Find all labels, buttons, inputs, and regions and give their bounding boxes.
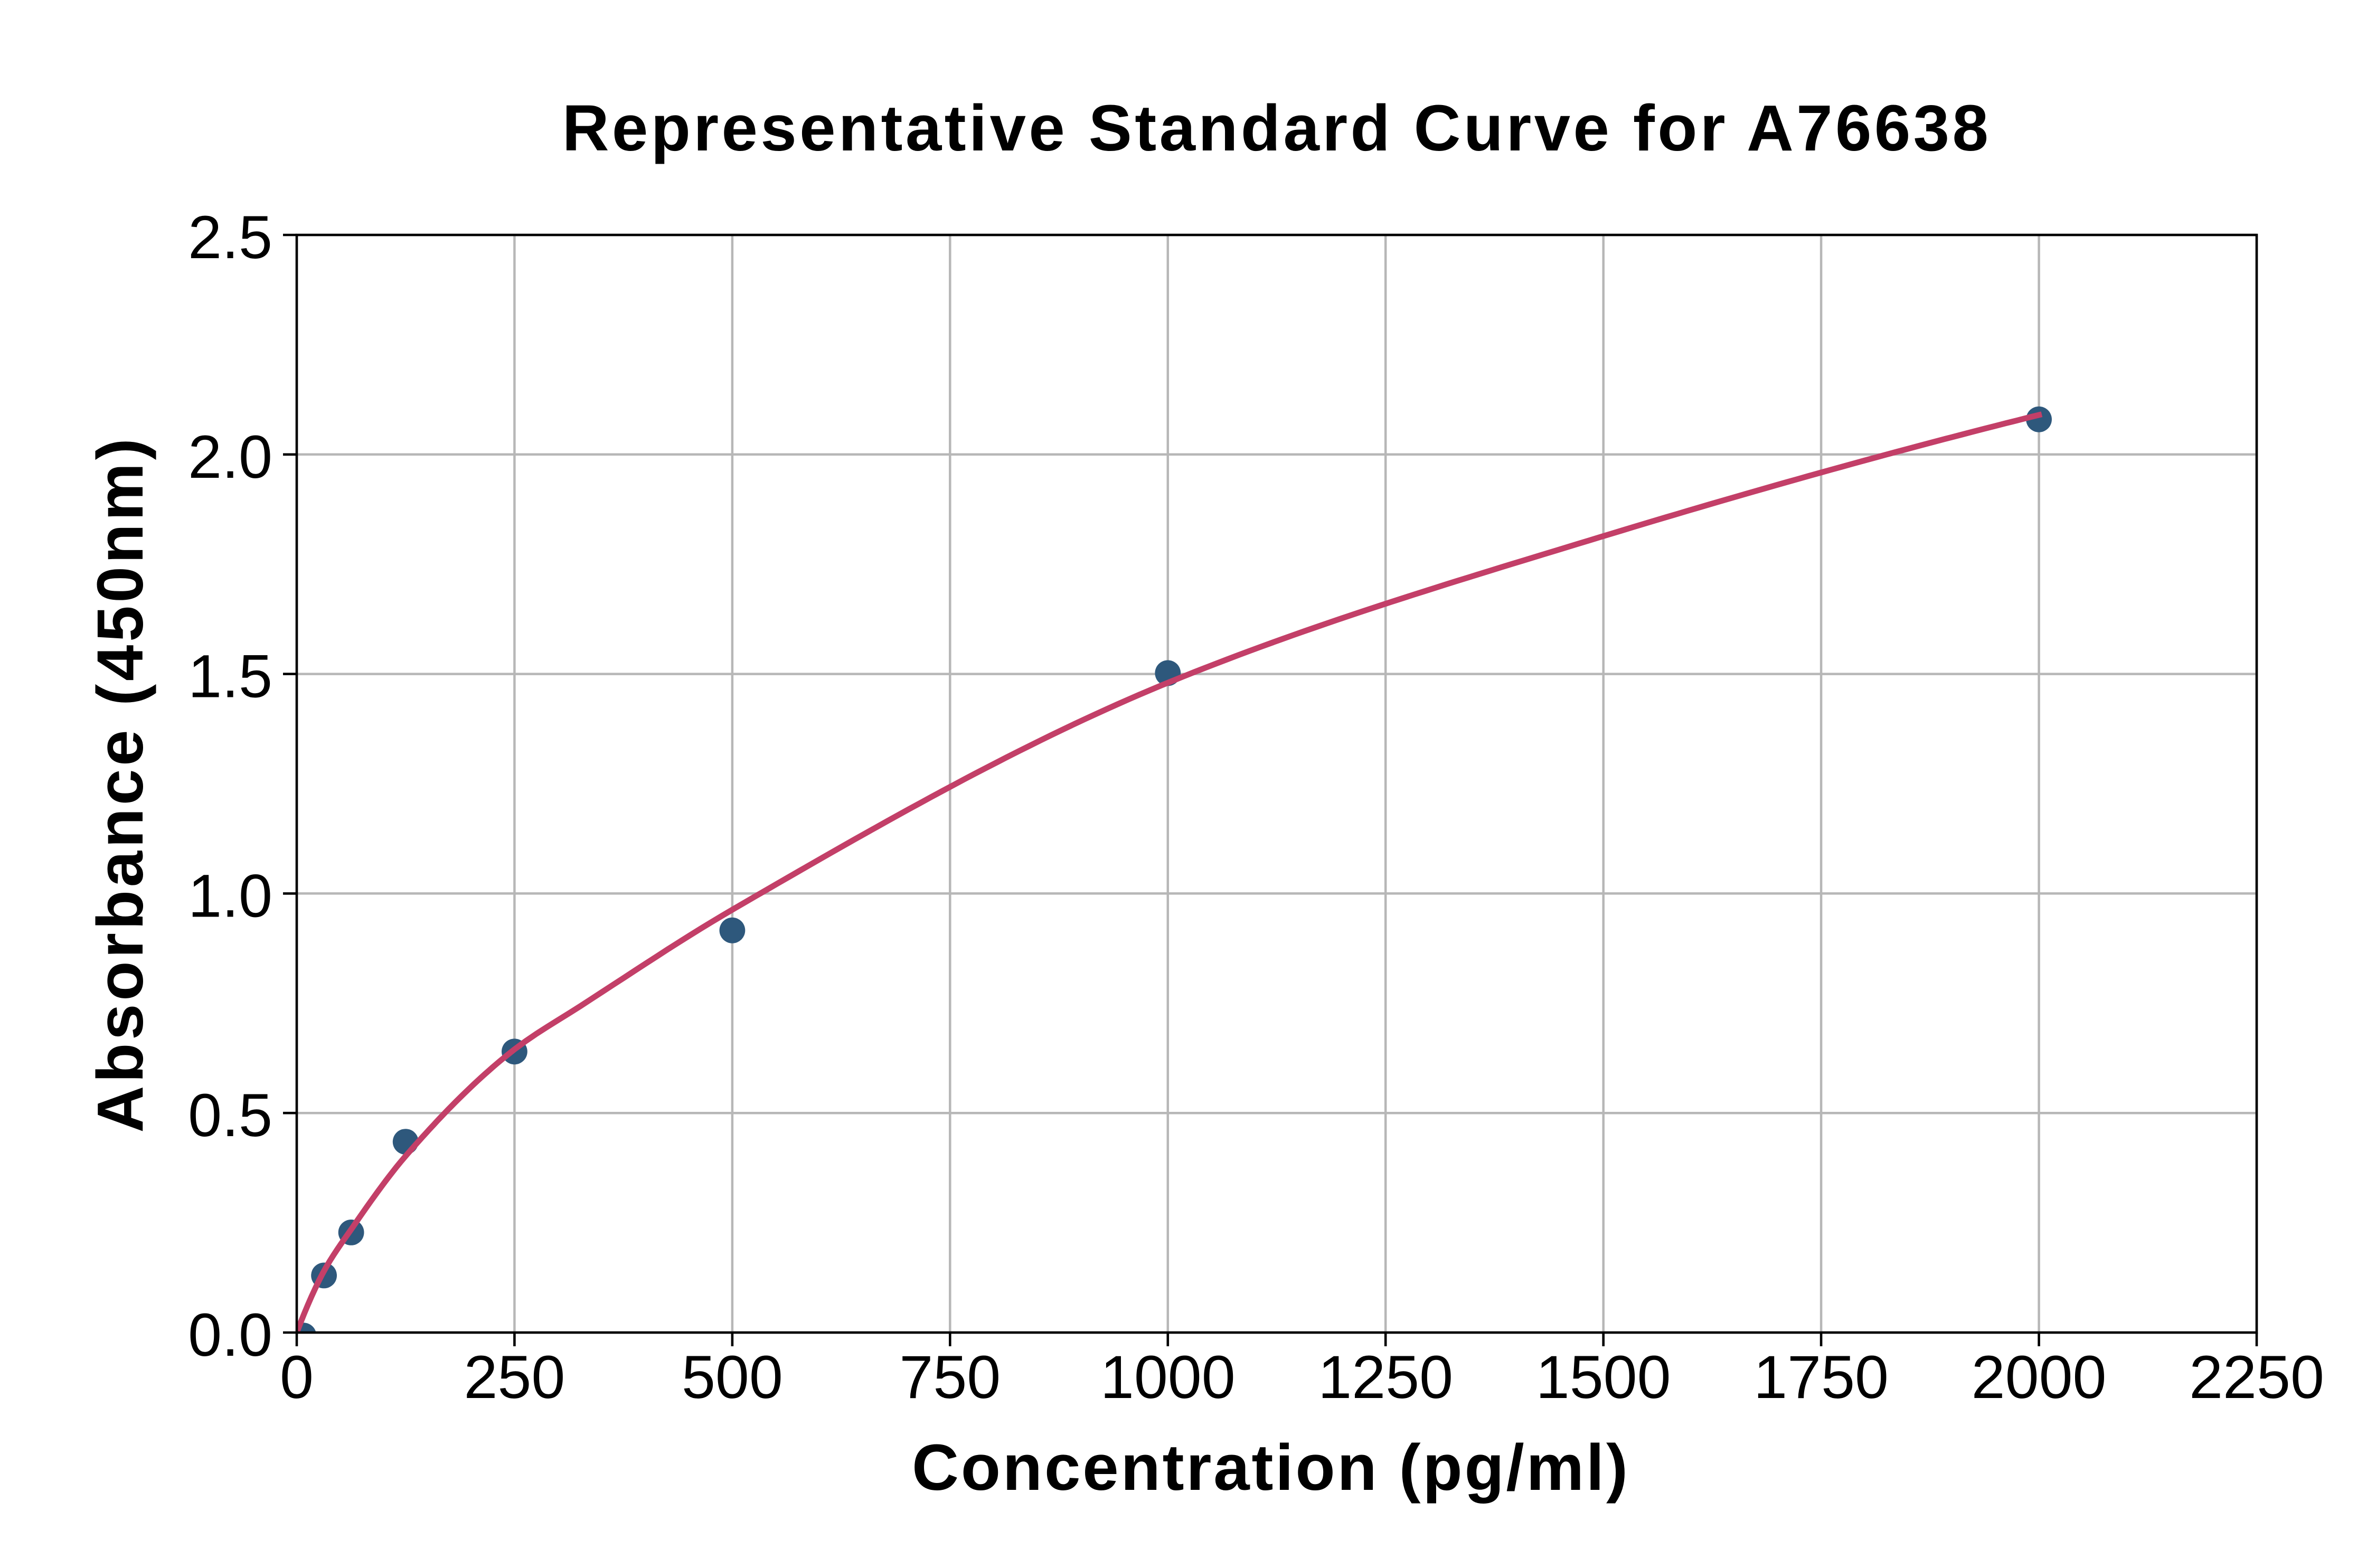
svg-text:750: 750 xyxy=(899,1344,1001,1411)
svg-text:1000: 1000 xyxy=(1100,1344,1236,1411)
svg-text:250: 250 xyxy=(464,1344,565,1411)
svg-text:Representative Standard Curve: Representative Standard Curve for A76638 xyxy=(562,92,1992,165)
svg-text:500: 500 xyxy=(682,1344,783,1411)
svg-text:2.0: 2.0 xyxy=(188,423,272,491)
svg-text:1750: 1750 xyxy=(1753,1344,1889,1411)
svg-text:2000: 2000 xyxy=(1972,1344,2107,1411)
svg-text:1.5: 1.5 xyxy=(188,643,272,711)
svg-text:0.5: 0.5 xyxy=(188,1082,272,1149)
svg-text:Concentration (pg/ml): Concentration (pg/ml) xyxy=(912,1432,1630,1504)
svg-text:1250: 1250 xyxy=(1318,1344,1453,1411)
svg-text:0: 0 xyxy=(280,1344,314,1411)
svg-text:2250: 2250 xyxy=(2189,1344,2324,1411)
svg-text:1.0: 1.0 xyxy=(188,862,272,930)
svg-text:Absorbance (450nm): Absorbance (450nm) xyxy=(84,435,157,1132)
svg-text:2.5: 2.5 xyxy=(188,204,272,271)
svg-text:1500: 1500 xyxy=(1536,1344,1671,1411)
svg-text:0.0: 0.0 xyxy=(188,1301,272,1369)
